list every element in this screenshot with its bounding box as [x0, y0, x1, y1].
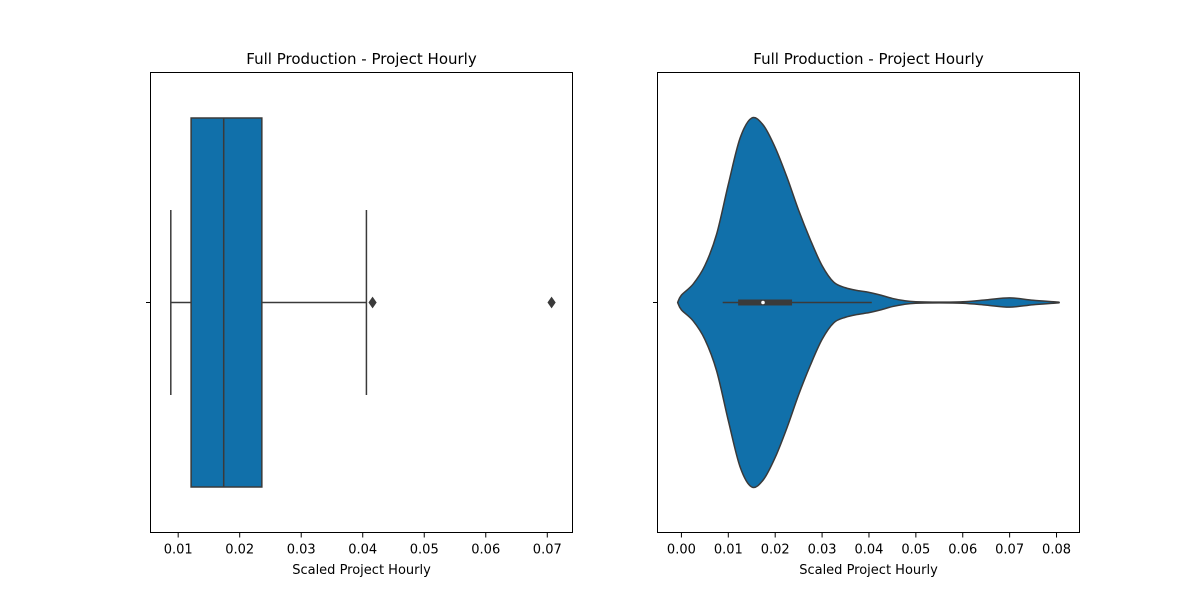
box-plot-x-tick-label: 0.05	[410, 543, 439, 558]
violin-plot-x-tick-label: 0.05	[901, 543, 930, 558]
box-plot-x-tick-label: 0.07	[533, 543, 562, 558]
violin-median-point	[761, 300, 765, 305]
violin-plot-x-tick-label: 0.06	[948, 543, 977, 558]
box-plot-x-axis-label: Scaled Project Hourly	[292, 563, 431, 578]
violin-plot-x-tick-label: 0.04	[854, 543, 883, 558]
violin-plot-x-ticks: 0.00 0.01 0.02 0.03 0.04 0.05 0.06 0.07 0.08	[667, 532, 1071, 558]
violin-plot-x-axis-label: Scaled Project Hourly	[799, 563, 938, 578]
box-plot-x-tick-label: 0.06	[471, 543, 500, 558]
violin-plot-panel: Full Production - Project Hourly 0.00 0.0…	[653, 50, 1080, 578]
violin-plot-x-tick-label: 0.00	[667, 543, 696, 558]
box-plot-title: Full Production - Project Hourly	[246, 50, 477, 68]
box-plot-x-tick-label: 0.03	[287, 543, 316, 558]
violin-plot-x-tick-label: 0.03	[808, 543, 837, 558]
box-plot-panel: Full Production - Project Hourly 0.01 0.0…	[146, 50, 573, 578]
violin-plot-title: Full Production - Project Hourly	[753, 50, 984, 68]
box-plot-x-tick-label: 0.01	[164, 543, 193, 558]
violin-plot-x-tick-label: 0.01	[714, 543, 743, 558]
violin-plot-x-tick-label: 0.02	[761, 543, 790, 558]
violin-plot-x-tick-label: 0.07	[995, 543, 1024, 558]
box-plot-x-tick-label: 0.02	[225, 543, 254, 558]
box-plot-x-tick-label: 0.04	[348, 543, 377, 558]
box-plot-box	[190, 117, 263, 488]
box-plot-x-ticks: 0.01 0.02 0.03 0.04 0.05 0.06 0.07	[164, 532, 562, 558]
violin-inner-box	[738, 299, 793, 306]
box-plot-outlier-point	[368, 296, 377, 309]
box-plot-outlier-point	[547, 296, 556, 309]
box-plot-marks	[170, 117, 556, 488]
violin-plot-x-tick-label: 0.08	[1042, 543, 1071, 558]
violin-plot-marks	[676, 116, 1060, 489]
